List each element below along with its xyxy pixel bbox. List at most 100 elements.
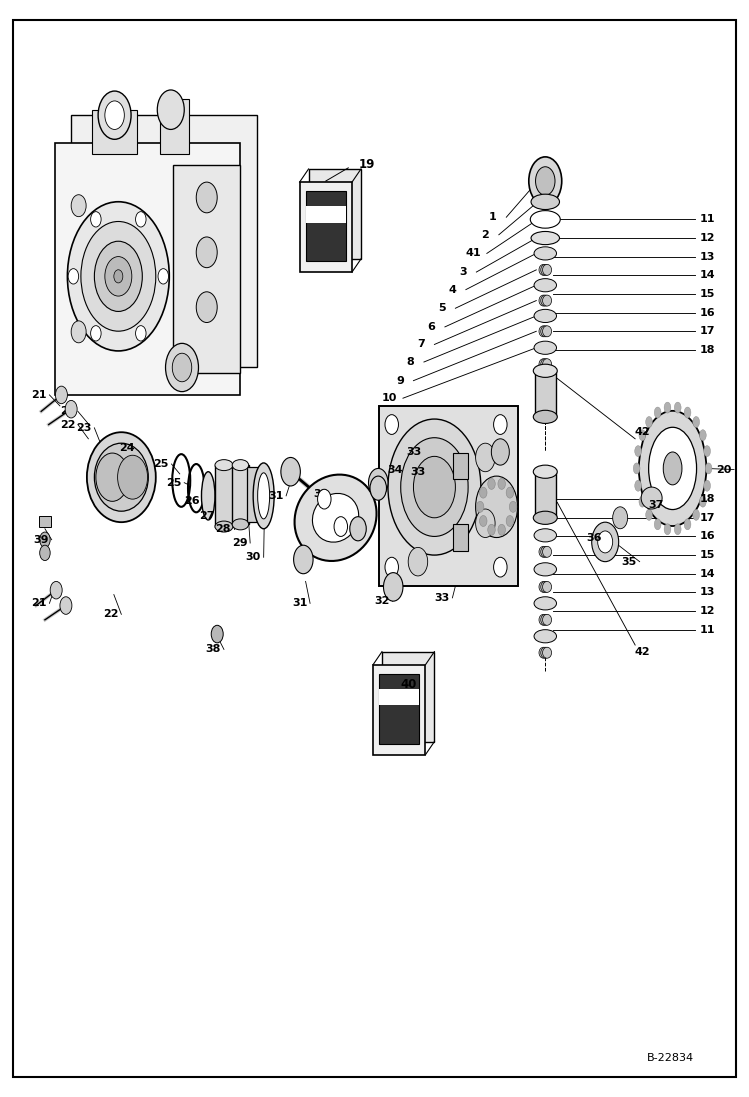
Ellipse shape <box>541 546 550 557</box>
Text: 1: 1 <box>489 212 497 223</box>
Ellipse shape <box>539 326 548 337</box>
Circle shape <box>388 419 481 555</box>
Ellipse shape <box>534 597 557 610</box>
Circle shape <box>158 269 169 284</box>
Ellipse shape <box>539 581 548 592</box>
Text: 2: 2 <box>482 229 489 240</box>
Text: 22: 22 <box>60 406 75 417</box>
Text: 15: 15 <box>700 550 715 561</box>
Circle shape <box>509 501 517 512</box>
Text: 31: 31 <box>292 598 307 609</box>
Circle shape <box>55 386 67 404</box>
Ellipse shape <box>664 523 671 534</box>
Circle shape <box>494 415 507 434</box>
Ellipse shape <box>542 295 551 306</box>
Bar <box>379 689 419 705</box>
Ellipse shape <box>706 463 712 474</box>
Circle shape <box>488 478 495 489</box>
Text: 11: 11 <box>700 624 715 635</box>
Circle shape <box>536 167 555 195</box>
Text: 16: 16 <box>700 531 715 542</box>
Circle shape <box>65 400 77 418</box>
Text: 18: 18 <box>700 494 715 505</box>
Circle shape <box>498 524 506 535</box>
Ellipse shape <box>541 647 550 658</box>
Ellipse shape <box>639 411 706 527</box>
Ellipse shape <box>94 443 148 511</box>
Text: 14: 14 <box>700 270 715 281</box>
Text: 8: 8 <box>407 357 414 367</box>
Ellipse shape <box>639 496 646 507</box>
Ellipse shape <box>539 546 548 557</box>
Text: 6: 6 <box>428 321 435 332</box>
Circle shape <box>294 545 313 574</box>
Text: 15: 15 <box>700 289 715 299</box>
Ellipse shape <box>534 563 557 576</box>
Bar <box>71 115 257 367</box>
Bar <box>309 169 361 259</box>
Ellipse shape <box>541 326 550 337</box>
Ellipse shape <box>541 614 550 625</box>
Ellipse shape <box>258 473 270 519</box>
Ellipse shape <box>533 364 557 377</box>
Ellipse shape <box>541 581 550 592</box>
Text: 10: 10 <box>382 393 397 404</box>
Ellipse shape <box>530 211 560 228</box>
Circle shape <box>479 487 487 498</box>
Ellipse shape <box>541 295 550 306</box>
Circle shape <box>506 516 514 527</box>
Bar <box>306 191 346 261</box>
Ellipse shape <box>539 614 548 625</box>
Text: 18: 18 <box>700 344 715 355</box>
Ellipse shape <box>542 546 551 557</box>
Circle shape <box>370 476 386 500</box>
Ellipse shape <box>534 279 557 292</box>
Circle shape <box>60 597 72 614</box>
Text: B-22834: B-22834 <box>647 1052 694 1063</box>
Bar <box>92 110 137 154</box>
Circle shape <box>476 501 484 512</box>
Text: 17: 17 <box>700 512 715 523</box>
Circle shape <box>488 524 495 535</box>
Ellipse shape <box>539 647 548 658</box>
Bar <box>535 472 556 518</box>
Circle shape <box>529 157 562 205</box>
Text: 4: 4 <box>449 284 456 295</box>
Ellipse shape <box>646 417 652 428</box>
Text: 3: 3 <box>459 267 467 278</box>
Ellipse shape <box>693 417 700 428</box>
Bar <box>247 467 262 522</box>
Text: 13: 13 <box>700 251 715 262</box>
Ellipse shape <box>531 231 560 245</box>
Ellipse shape <box>533 410 557 423</box>
Circle shape <box>613 507 628 529</box>
Circle shape <box>318 489 331 509</box>
Ellipse shape <box>253 463 274 529</box>
Ellipse shape <box>534 309 557 323</box>
Text: 16: 16 <box>700 307 715 318</box>
Text: 37: 37 <box>649 499 664 510</box>
Circle shape <box>40 545 50 561</box>
Bar <box>55 143 240 395</box>
Ellipse shape <box>232 460 249 471</box>
Ellipse shape <box>542 614 551 625</box>
Circle shape <box>592 522 619 562</box>
Ellipse shape <box>684 519 691 530</box>
Circle shape <box>40 532 50 547</box>
Circle shape <box>136 326 146 341</box>
Text: 7: 7 <box>417 339 425 350</box>
Circle shape <box>476 509 495 538</box>
Circle shape <box>476 476 518 538</box>
Circle shape <box>494 557 507 577</box>
Bar <box>382 652 434 742</box>
Ellipse shape <box>674 523 681 534</box>
Text: 33: 33 <box>410 466 425 477</box>
Circle shape <box>105 101 124 129</box>
Text: 30: 30 <box>246 552 261 563</box>
Ellipse shape <box>542 647 551 658</box>
Ellipse shape <box>541 264 550 275</box>
Text: 28: 28 <box>216 523 231 534</box>
Bar <box>535 371 556 417</box>
Ellipse shape <box>533 511 557 524</box>
Ellipse shape <box>533 465 557 478</box>
